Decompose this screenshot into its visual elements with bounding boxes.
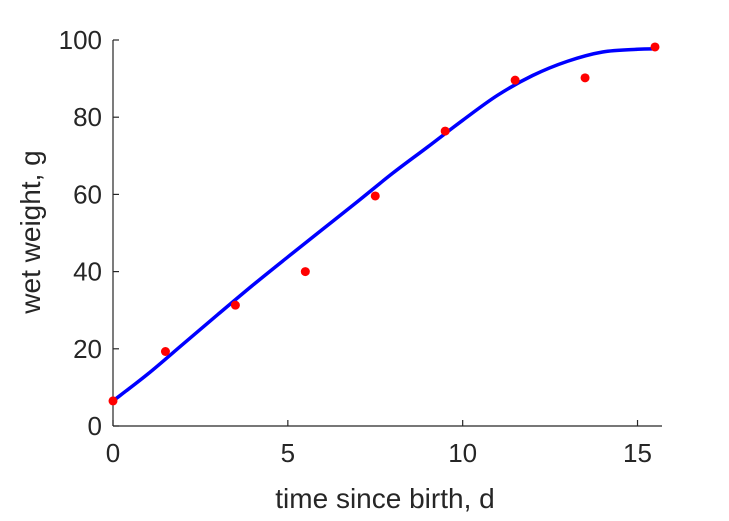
x-tick-label: 0 [106, 438, 120, 468]
ticks: 0 5 10 15 0 20 40 60 80 100 [59, 25, 652, 468]
x-tick-label: 10 [448, 438, 477, 468]
data-point [440, 126, 450, 136]
y-tick-label: 100 [59, 25, 102, 55]
data-point [300, 267, 310, 277]
x-tick-label: 15 [623, 438, 652, 468]
y-axis-label: wet weight, g [15, 150, 46, 314]
data-point [230, 300, 240, 310]
y-tick-label: 40 [73, 257, 102, 287]
data-point [650, 42, 660, 52]
y-tick-label: 0 [88, 411, 102, 441]
axes [112, 40, 662, 427]
plot-area [108, 42, 660, 406]
data-point [160, 347, 170, 357]
data-point [370, 191, 380, 201]
x-axis-label: time since birth, d [275, 483, 494, 514]
data-point [108, 396, 118, 406]
y-tick-label: 80 [73, 102, 102, 132]
data-point [580, 73, 590, 83]
data-point [510, 75, 520, 85]
y-tick-label: 20 [73, 334, 102, 364]
x-tick-label: 5 [281, 438, 295, 468]
y-tick-label: 60 [73, 179, 102, 209]
fit-curve [111, 47, 657, 403]
